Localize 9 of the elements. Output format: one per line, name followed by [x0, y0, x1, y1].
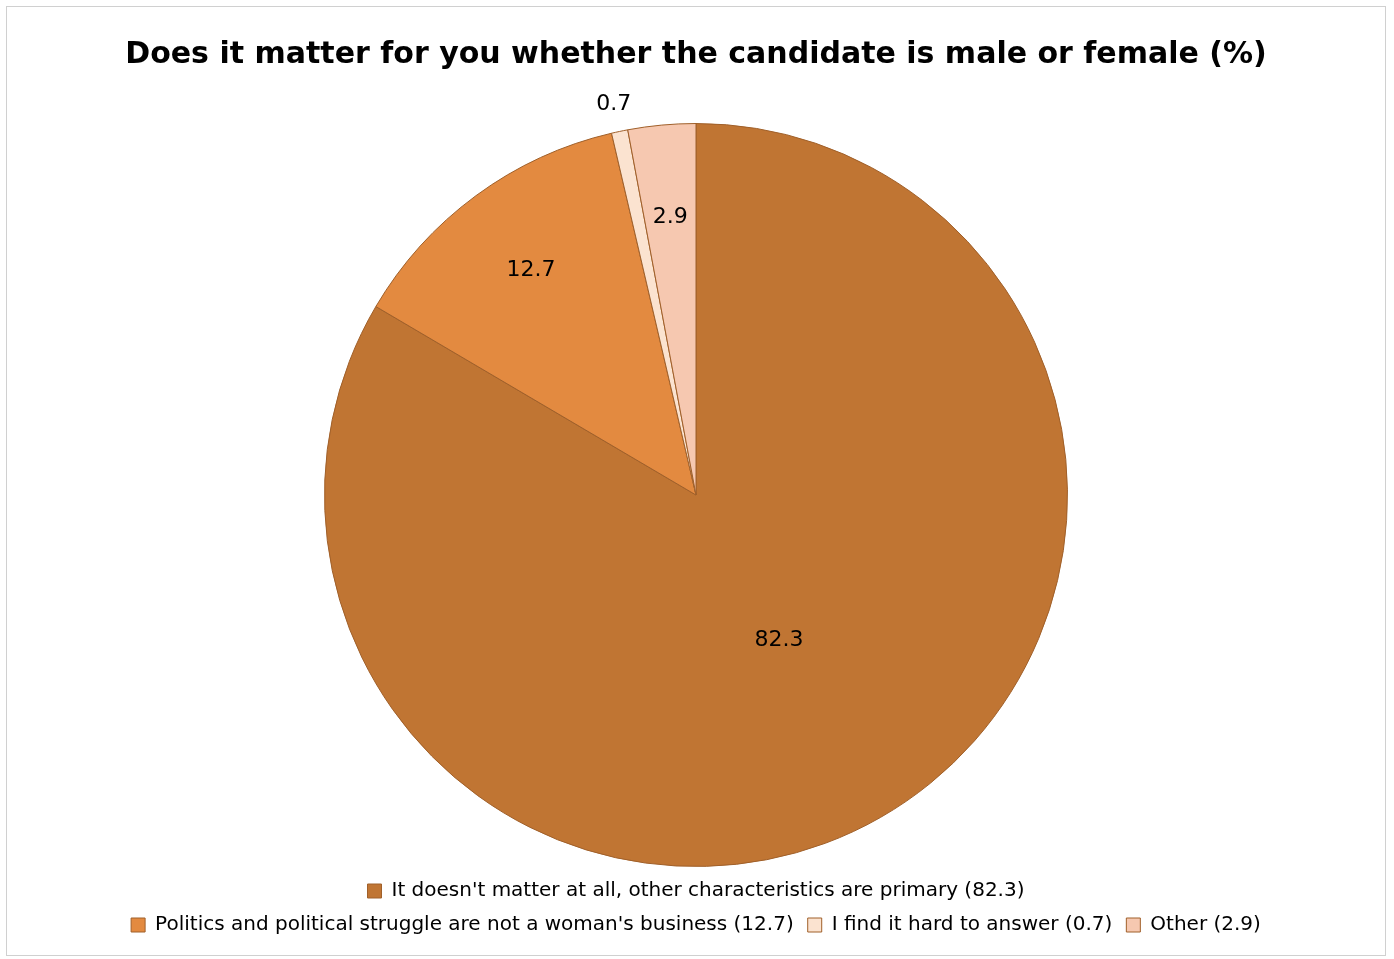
chart-title: Does it matter for you whether the candidate is male or female (%) — [125, 34, 1267, 70]
data-label: 12.7 — [506, 256, 556, 282]
legend-label: It doesn't matter at all, other characteristics are primary (82.3) — [391, 877, 1025, 902]
legend-label: Politics and political struggle are not a woman's business (12.7) — [155, 911, 794, 936]
data-label: 2.9 — [652, 203, 688, 229]
data-label: 82.3 — [754, 625, 804, 651]
legend-label: I find it hard to answer (0.7) — [831, 911, 1113, 936]
data-label: 0.7 — [596, 89, 632, 115]
legend-label: Other (2.9) — [1150, 911, 1261, 936]
